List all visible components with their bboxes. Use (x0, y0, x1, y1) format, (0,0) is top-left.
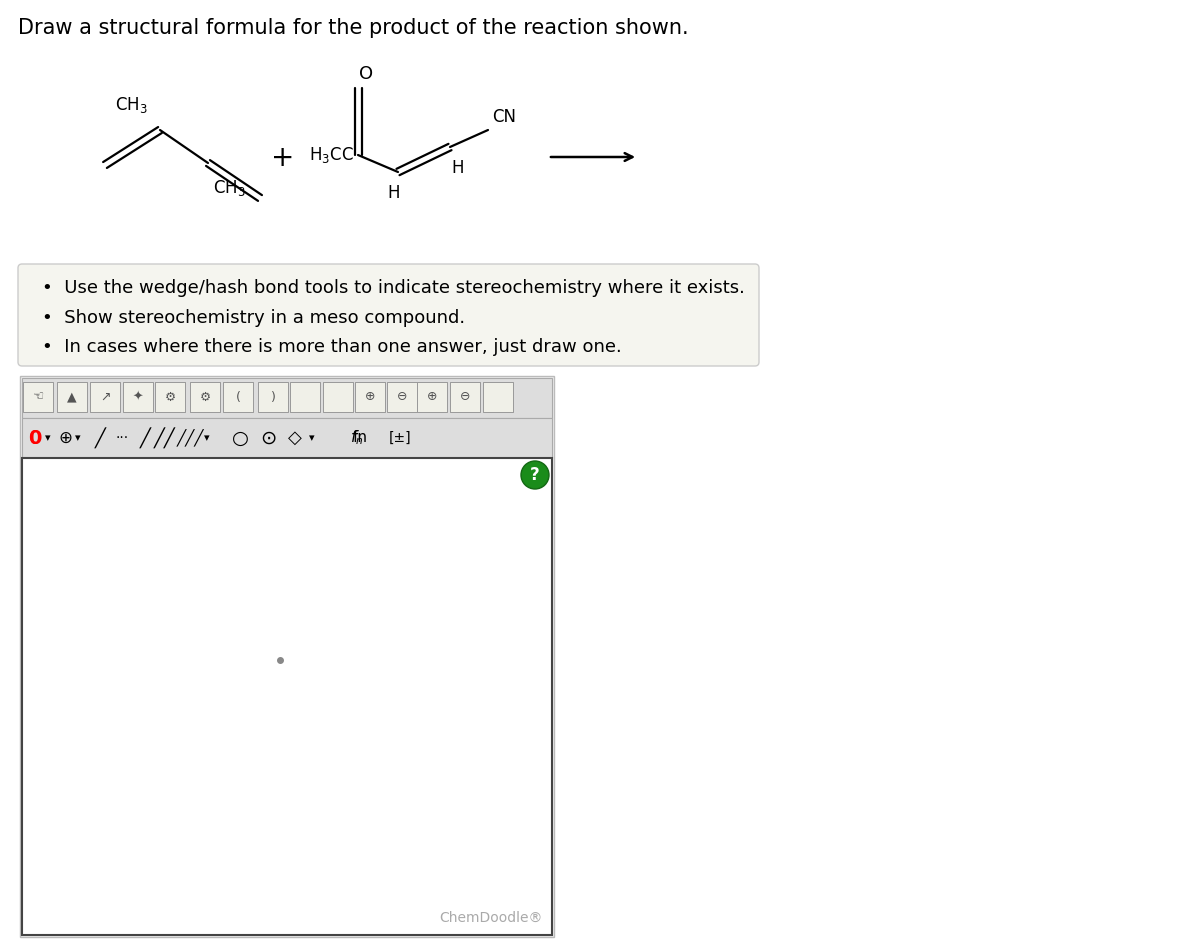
Bar (223, 382, 253, 412)
Text: fn: fn (353, 431, 367, 445)
Bar (22, 418, 552, 458)
Text: •  In cases where there is more than one answer, just draw one.: • In cases where there is more than one … (42, 338, 622, 356)
Bar (323, 382, 353, 412)
Text: ▾: ▾ (310, 433, 314, 443)
Text: ?: ? (530, 466, 540, 484)
Text: ╱: ╱ (95, 427, 106, 449)
Text: ⊖: ⊖ (397, 390, 407, 404)
Text: ⊖: ⊖ (460, 390, 470, 404)
Bar (155, 382, 185, 412)
Text: ▾: ▾ (204, 433, 210, 443)
Bar (22, 378, 552, 418)
Bar (355, 382, 385, 412)
Bar (450, 382, 480, 412)
Bar (482, 382, 514, 412)
Text: ▲: ▲ (67, 390, 77, 404)
Text: ⚙: ⚙ (164, 390, 175, 404)
Bar (124, 382, 154, 412)
Text: ⊙: ⊙ (260, 428, 276, 448)
Text: O: O (359, 65, 373, 83)
Bar (190, 382, 220, 412)
Text: ▾: ▾ (46, 433, 50, 443)
Text: H: H (451, 159, 464, 177)
Bar (22, 458, 552, 935)
Text: ╱╱: ╱╱ (154, 427, 176, 449)
Text: ▾: ▾ (76, 433, 80, 443)
Text: CN: CN (492, 108, 516, 126)
Text: ⊕: ⊕ (58, 429, 72, 447)
Text: ↗: ↗ (100, 390, 110, 404)
Text: ◇: ◇ (288, 429, 302, 447)
Text: ⊕: ⊕ (427, 390, 437, 404)
Text: ☜: ☜ (32, 390, 43, 404)
Text: 0: 0 (29, 428, 42, 448)
Text: ChemDoodle®: ChemDoodle® (439, 911, 542, 925)
Bar (290, 382, 320, 412)
Bar (258, 382, 288, 412)
Bar (20, 376, 554, 937)
Bar (23, 382, 53, 412)
Text: +: + (271, 144, 295, 172)
Circle shape (521, 461, 550, 489)
Text: (: ( (235, 390, 240, 404)
Text: $f_n$: $f_n$ (350, 429, 364, 447)
Text: ╱╱╱: ╱╱╱ (176, 429, 204, 447)
FancyBboxPatch shape (18, 264, 760, 366)
Text: ···: ··· (115, 431, 128, 445)
Text: 0: 0 (29, 428, 41, 448)
Bar (58, 382, 88, 412)
Text: ⊕: ⊕ (365, 390, 376, 404)
Text: H: H (388, 184, 401, 202)
Text: [±]: [±] (389, 431, 412, 445)
Text: ✦: ✦ (133, 390, 143, 404)
Text: $\mathregular{CH_3}$: $\mathregular{CH_3}$ (214, 178, 246, 198)
Text: ○: ○ (232, 428, 248, 448)
Text: ╱: ╱ (139, 427, 150, 449)
Text: •  Use the wedge/hash bond tools to indicate stereochemistry where it exists.: • Use the wedge/hash bond tools to indic… (42, 279, 745, 297)
Text: Draw a structural formula for the product of the reaction shown.: Draw a structural formula for the produc… (18, 18, 689, 38)
Text: $\mathregular{CH_3}$: $\mathregular{CH_3}$ (115, 95, 148, 115)
Text: ⚙: ⚙ (199, 390, 211, 404)
Text: •  Show stereochemistry in a meso compound.: • Show stereochemistry in a meso compoun… (42, 309, 466, 327)
Bar (386, 382, 418, 412)
Text: ): ) (270, 390, 276, 404)
Text: $\mathregular{H_3CC}$: $\mathregular{H_3CC}$ (310, 145, 354, 165)
Bar (418, 382, 446, 412)
Bar (90, 382, 120, 412)
